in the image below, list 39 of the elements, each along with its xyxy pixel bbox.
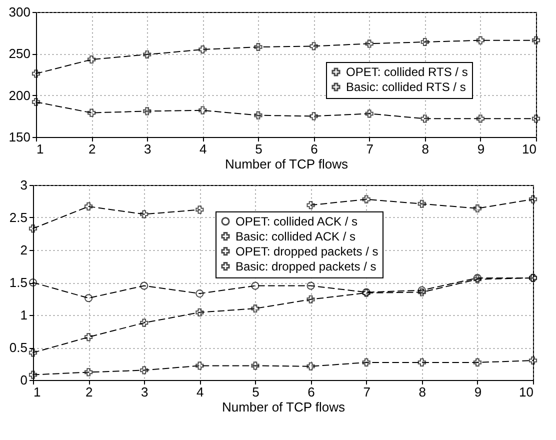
y-tick-label: 2.5: [9, 210, 28, 225]
y-tick-label: 0.5: [9, 340, 28, 355]
legend-label: OPET: collided ACK / s: [236, 214, 358, 228]
x-tick-label: 5: [255, 142, 262, 156]
x-axis-title: Number of TCP flows: [224, 156, 349, 172]
x-axis-title: Number of TCP flows: [222, 400, 346, 414]
legend-label: Basic: collided RTS / s: [346, 80, 466, 94]
x-tick-label: 1: [36, 142, 44, 156]
y-tick-label: 3: [20, 178, 28, 192]
x-tick-label: 9: [477, 142, 485, 156]
y-tick-label: 0: [20, 372, 28, 388]
x-tick-label: 4: [200, 142, 207, 156]
legend-label: Basic: collided ACK / s: [236, 229, 356, 244]
x-tick-label: 9: [474, 384, 482, 400]
y-tick-label: 250: [8, 46, 30, 62]
y-tick-label: 300: [8, 4, 30, 20]
y-tick-label: 200: [8, 88, 30, 103]
x-tick-label: 3: [144, 142, 152, 156]
legend-label: Basic: dropped packets / s: [236, 259, 376, 274]
x-tick-label: 7: [363, 384, 370, 400]
y-tick-label: 1: [20, 308, 28, 322]
x-tick-label: 1: [34, 384, 41, 400]
x-tick-label: 6: [308, 384, 315, 400]
x-tick-label: 7: [366, 142, 374, 156]
x-tick-label: 6: [310, 142, 318, 156]
x-tick-label: 10: [522, 142, 536, 156]
x-tick-label: 3: [140, 384, 148, 400]
legend-label: OPET: collided RTS / s: [346, 65, 468, 79]
x-tick-label: 4: [196, 384, 204, 400]
x-tick-label: 5: [252, 384, 260, 400]
x-tick-label: 10: [519, 384, 534, 400]
x-tick-label: 2: [85, 384, 93, 400]
x-tick-label: 8: [422, 142, 430, 156]
y-tick-label: 1.5: [9, 275, 28, 290]
legend-label: OPET: dropped packets / s: [236, 244, 378, 258]
x-tick-label: 8: [418, 384, 426, 400]
y-tick-label: 150: [8, 130, 30, 144]
y-tick-label: 2: [20, 242, 28, 258]
x-tick-label: 2: [88, 142, 96, 156]
